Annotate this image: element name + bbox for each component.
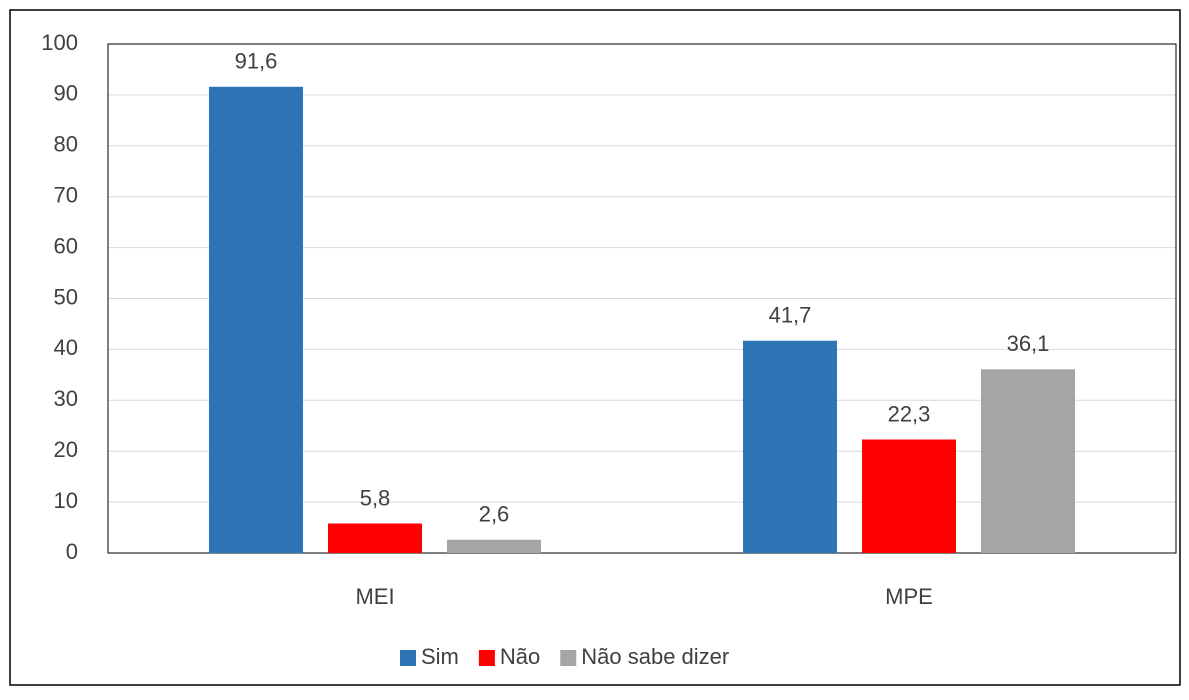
data-label: 91,6 [235, 49, 278, 74]
legend-swatch [560, 650, 577, 666]
y-tick-label: 40 [54, 335, 78, 360]
legend-label: Não [500, 644, 540, 669]
legend-label: Não sabe dizer [581, 644, 729, 669]
bar [328, 523, 422, 553]
y-tick-label: 50 [54, 284, 78, 309]
y-tick-label: 30 [54, 386, 78, 411]
data-label: 36,1 [1007, 331, 1050, 356]
bar [743, 340, 837, 553]
y-tick-label: 60 [54, 233, 78, 258]
legend-swatch [478, 650, 495, 666]
y-tick-label: 90 [54, 81, 78, 106]
bar [209, 86, 303, 554]
y-tick-label: 20 [54, 437, 78, 462]
data-label: 41,7 [769, 303, 812, 328]
y-tick-label: 80 [54, 132, 78, 157]
y-tick-label: 10 [54, 488, 78, 513]
legend-label: Sim [421, 644, 459, 669]
y-tick-label: 100 [41, 30, 78, 55]
plot-border [107, 43, 1177, 554]
x-tick-label: MEI [355, 584, 394, 609]
y-tick-label: 0 [66, 539, 78, 564]
bar [981, 369, 1075, 553]
chart-border [9, 9, 1181, 686]
data-label: 2,6 [479, 502, 510, 527]
bar [862, 439, 956, 553]
y-tick-label: 70 [54, 183, 78, 208]
bar [447, 539, 541, 553]
legend-swatch [400, 650, 416, 666]
data-label: 22,3 [888, 401, 931, 426]
x-tick-label: MPE [885, 584, 933, 609]
data-label: 5,8 [360, 485, 391, 510]
